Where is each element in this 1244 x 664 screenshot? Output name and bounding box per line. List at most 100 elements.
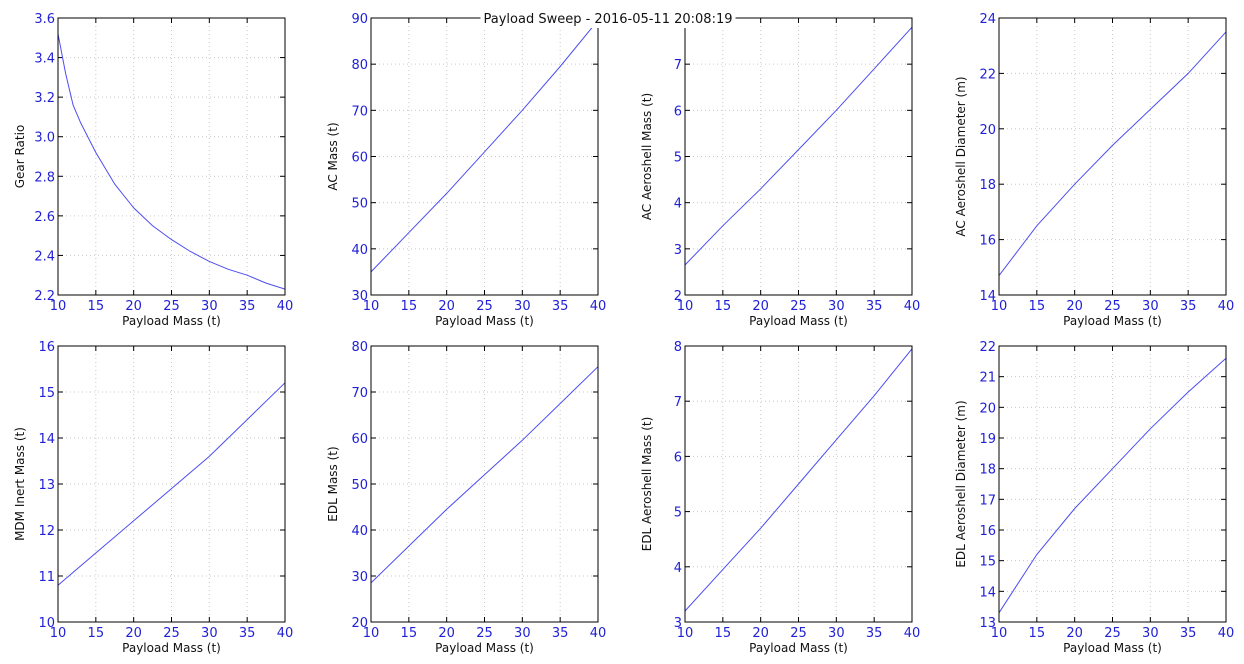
x-tick-label: 25 <box>163 626 180 641</box>
x-tick-label: 20 <box>752 626 769 641</box>
x-tick-label: 20 <box>438 299 455 314</box>
x-tick-label: 30 <box>514 299 531 314</box>
x-tick-label: 10 <box>991 626 1008 641</box>
x-tick-label: 35 <box>552 299 569 314</box>
x-tick-label: 40 <box>1218 626 1235 641</box>
y-tick-label: 3 <box>674 243 682 258</box>
y-tick-label: 15 <box>38 386 55 401</box>
plot-area-5 <box>58 346 285 622</box>
subplot-1: 10 15 20 25 30 35 40 2.2 2.4 2.6 2.8 3.0 3.2 3.4 3.6 Pa… <box>13 12 293 328</box>
y-tick-label: 19 <box>979 432 996 447</box>
x-axis-label-8: Payload Mass (t) <box>1063 641 1162 655</box>
series-line-4 <box>998 31 1227 276</box>
y-axis-label-6: EDL Mass (t) <box>326 446 340 521</box>
y-tick-label: 2 <box>674 289 682 304</box>
y-tick-label: 20 <box>979 123 996 138</box>
subplot-7: 10 15 20 25 30 35 40 3 4 5 6 7 8 Payload Mass (t) EDL … <box>640 340 920 655</box>
x-tick-label: 35 <box>1180 626 1197 641</box>
series-line-1 <box>57 33 286 290</box>
y-tick-label: 40 <box>351 524 368 539</box>
x-tick-label: 15 <box>715 299 732 314</box>
x-tick-label: 40 <box>590 299 607 314</box>
y-tick-label: 80 <box>351 58 368 73</box>
x-tick-label: 30 <box>1142 299 1159 314</box>
y-tick-label: 14 <box>38 432 55 447</box>
y-tick-label: 3.2 <box>34 91 55 106</box>
x-tick-label: 25 <box>476 299 493 314</box>
y-tick-label: 16 <box>979 524 996 539</box>
y-tick-label: 6 <box>674 104 682 119</box>
axes-frame-1 <box>57 17 286 296</box>
y-tick-label: 17 <box>979 493 996 508</box>
y-axis-label-4: AC Aeroshell Diameter (m) <box>954 76 968 236</box>
subplot-8: 10 15 20 25 30 35 40 13 14 15 16 17 18 19 20 21 22 Payloa… <box>954 340 1234 655</box>
y-tick-label: 70 <box>351 386 368 401</box>
x-tick-label: 25 <box>1104 626 1121 641</box>
y-tick-label: 40 <box>351 243 368 258</box>
y-tick-label: 8 <box>674 340 682 355</box>
x-tick-label: 40 <box>904 626 921 641</box>
plot-area-3 <box>685 18 912 295</box>
y-axis-label-1: Gear Ratio <box>13 125 27 189</box>
y-tick-label: 2.2 <box>34 289 55 304</box>
plot-area-1 <box>58 18 285 295</box>
x-tick-label: 35 <box>239 299 256 314</box>
x-tick-label: 35 <box>552 626 569 641</box>
axes-frame-5 <box>57 345 286 623</box>
x-tick-label: 25 <box>790 626 807 641</box>
subplot-6: 10 15 20 25 30 35 40 20 30 40 50 60 70 80 Payload Mass… <box>326 340 606 655</box>
y-tick-label: 3 <box>674 616 682 631</box>
x-axis-label-7: Payload Mass (t) <box>749 641 848 655</box>
y-tick-label: 22 <box>979 67 996 82</box>
y-tick-label: 11 <box>38 570 55 585</box>
x-axis-label-6: Payload Mass (t) <box>435 641 534 655</box>
y-tick-label: 2.4 <box>34 249 55 264</box>
y-tick-label: 18 <box>979 463 996 478</box>
y-tick-label: 16 <box>979 234 996 249</box>
axes-frame-7 <box>684 345 913 623</box>
y-tick-label: 50 <box>351 478 368 493</box>
series-line-7 <box>684 348 913 612</box>
x-tick-label: 10 <box>677 299 694 314</box>
y-tick-label: 4 <box>674 561 682 576</box>
x-tick-label: 15 <box>88 299 105 314</box>
axes-frame-8 <box>998 345 1227 623</box>
y-axis-label-3: AC Aeroshell Mass (t) <box>640 93 654 220</box>
y-tick-label: 60 <box>351 432 368 447</box>
x-tick-label: 15 <box>88 626 105 641</box>
x-axis-label-4: Payload Mass (t) <box>1063 314 1162 328</box>
x-tick-label: 20 <box>438 626 455 641</box>
x-tick-label: 25 <box>1104 299 1121 314</box>
y-tick-label: 3.0 <box>34 131 55 146</box>
x-tick-label: 25 <box>790 299 807 314</box>
y-tick-label: 13 <box>979 616 996 631</box>
axes-frame-6 <box>370 345 599 623</box>
series-line-2 <box>370 19 599 273</box>
x-tick-label: 30 <box>201 626 218 641</box>
y-tick-label: 6 <box>674 450 682 465</box>
x-tick-label: 10 <box>50 626 67 641</box>
x-tick-label: 30 <box>1142 626 1159 641</box>
x-tick-label: 15 <box>1029 299 1046 314</box>
y-tick-label: 2.8 <box>34 170 55 185</box>
x-tick-label: 40 <box>904 299 921 314</box>
y-tick-label: 2.6 <box>34 210 55 225</box>
x-tick-label: 40 <box>277 299 294 314</box>
axes-frame-4 <box>998 17 1227 296</box>
x-tick-label: 25 <box>163 299 180 314</box>
y-axis-label-7: EDL Aeroshell Mass (t) <box>640 417 654 552</box>
y-tick-label: 3.4 <box>34 52 55 67</box>
x-tick-label: 40 <box>1218 299 1235 314</box>
plot-area-8 <box>999 346 1226 622</box>
x-tick-label: 35 <box>866 299 883 314</box>
x-tick-label: 30 <box>828 299 845 314</box>
y-tick-label: 16 <box>38 340 55 355</box>
x-tick-label: 35 <box>866 626 883 641</box>
series-line-3 <box>684 26 913 266</box>
y-tick-label: 20 <box>979 401 996 416</box>
y-tick-label: 70 <box>351 104 368 119</box>
x-tick-label: 20 <box>125 626 142 641</box>
x-tick-label: 25 <box>476 626 493 641</box>
plot-area-6 <box>371 346 598 622</box>
x-tick-label: 35 <box>239 626 256 641</box>
